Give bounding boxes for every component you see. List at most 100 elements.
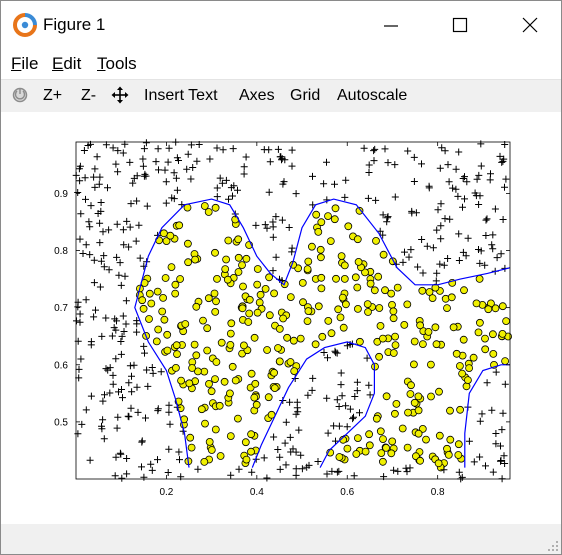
negative-point [112,453,120,461]
menu-edit[interactable]: Edit [52,54,82,73]
negative-point [76,310,84,318]
negative-point [230,182,238,190]
negative-point [248,468,256,476]
negative-point [444,255,452,262]
positive-point [200,367,209,376]
positive-point [147,299,156,308]
negative-point [176,456,183,464]
negative-point [473,175,481,183]
y-tick-label: 0.8 [54,246,68,257]
negative-point [242,153,250,161]
negative-point [175,448,183,456]
negative-point [324,429,332,437]
positive-point [296,334,305,343]
close-button[interactable] [507,9,553,41]
negative-point [394,467,402,475]
negative-point [286,398,294,406]
zoom-out-button[interactable]: Z- [81,87,97,104]
negative-point [477,140,485,148]
negative-point [74,189,82,196]
decision-boundary [134,290,190,468]
negative-point [183,165,191,173]
negative-point [498,426,506,434]
positive-point [446,406,454,415]
negative-point [77,210,85,218]
positive-point [481,345,490,354]
negative-point [111,472,119,480]
resize-grip-icon[interactable] [547,540,559,552]
negative-point [285,224,293,231]
positive-point [502,317,511,326]
positive-point [498,329,507,338]
positive-point [263,346,272,354]
negative-point [149,369,157,377]
negative-point [263,224,271,232]
positive-point [193,367,202,376]
positive-point [389,314,398,323]
positive-point [241,438,250,447]
negative-point [91,183,99,191]
negative-point [99,416,107,424]
negative-point [384,159,392,167]
negative-point [121,272,129,280]
negative-point [154,145,162,153]
zoom-in-button[interactable]: Z+ [43,87,63,104]
pan-icon[interactable] [111,86,129,104]
rotate-icon[interactable] [11,86,29,104]
positive-point [307,242,316,251]
negative-point [127,404,135,412]
negative-point [492,440,500,448]
positive-point [252,400,261,409]
positive-point [247,369,256,378]
positive-point [354,257,363,266]
negative-point [102,365,110,373]
maximize-button[interactable] [437,9,483,41]
negative-point [342,402,350,410]
negative-point [391,161,399,169]
minimize-button[interactable] [367,9,413,41]
positive-point [434,459,443,468]
negative-point [235,465,243,473]
negative-point [161,166,169,174]
negative-point [125,379,133,387]
negative-point [280,178,288,186]
positive-point [316,245,325,254]
positive-point [244,318,253,326]
negative-point [194,465,202,473]
negative-point [98,332,106,340]
positive-point [410,337,419,346]
positive-point [275,324,284,333]
positive-point [488,330,497,339]
negative-point [458,473,466,481]
autoscale-button[interactable]: Autoscale [337,87,408,104]
menu-tools[interactable]: Tools [97,54,137,73]
negative-point [113,220,121,228]
positive-point [251,379,260,388]
negative-point [116,259,124,267]
window-title: Figure 1 [43,15,106,34]
positive-point [363,300,372,309]
negative-point [502,175,510,183]
positive-point [211,203,220,212]
negative-point [148,364,156,371]
positive-point [443,304,451,313]
positive-point [264,393,273,402]
axes-button[interactable]: Axes [239,87,275,104]
negative-point [320,180,328,188]
positive-point [392,399,401,408]
negative-point [119,149,127,157]
menu-file[interactable]: File [11,54,39,73]
negative-point [74,430,82,438]
positive-point [184,258,193,267]
negative-point [138,437,146,445]
negative-point [278,216,286,224]
negative-point [140,473,148,481]
grid-button[interactable]: Grid [290,87,321,104]
positive-point [283,333,292,342]
positive-point [387,449,396,458]
negative-point [122,320,130,328]
positive-point [200,202,209,210]
positive-point [391,341,400,350]
insert-text-button[interactable]: Insert Text [144,87,218,104]
negative-point [100,252,108,260]
